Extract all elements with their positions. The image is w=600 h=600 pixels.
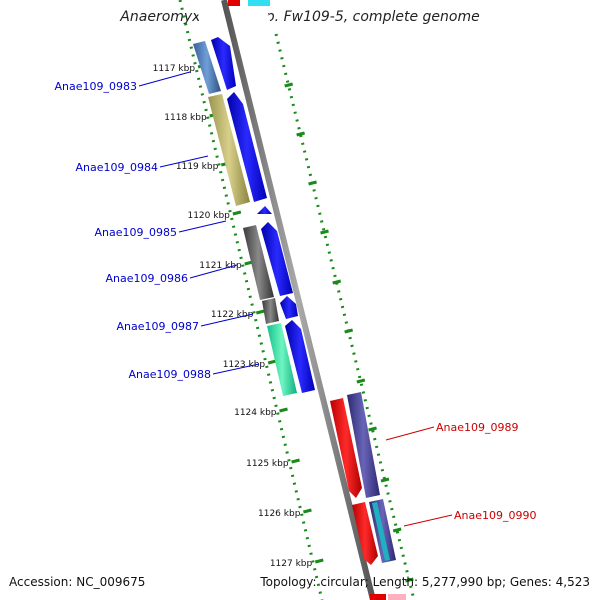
scale-major-tick-outer bbox=[356, 378, 366, 384]
gene-Anae109_0988[interactable] bbox=[267, 323, 297, 396]
gene-label[interactable]: Anae109_0984 bbox=[76, 161, 159, 174]
scale-major-tick-outer bbox=[332, 279, 342, 285]
scale-tick-label: 1125 kbp bbox=[246, 459, 289, 469]
scale-major-tick bbox=[303, 508, 312, 514]
scale-tick-label: 1118 kbp bbox=[164, 113, 207, 123]
gene-label-leader bbox=[385, 426, 435, 441]
gene-features bbox=[193, 37, 396, 565]
gene-Anae109_0989[interactable] bbox=[347, 392, 380, 498]
scale-major-tick-outer bbox=[405, 577, 414, 583]
gene-Anae109_0990-teal[interactable] bbox=[372, 502, 390, 561]
scale-tick-label: 1117 kbp bbox=[153, 64, 196, 74]
gene-label[interactable]: Anae109_0985 bbox=[95, 226, 178, 239]
scale-major-tick-outer bbox=[320, 229, 329, 235]
gene-arrow-forward-5[interactable] bbox=[280, 296, 298, 319]
gene-Anae109_0983[interactable] bbox=[193, 41, 221, 94]
gene-feature-red-top bbox=[228, 0, 240, 6]
gene-arrow-forward-6[interactable] bbox=[285, 320, 315, 393]
gene-arrow-forward-4[interactable] bbox=[261, 222, 293, 296]
gene-label[interactable]: Anae109_0986 bbox=[106, 272, 189, 285]
accession-text: Accession: NC_009675 bbox=[9, 575, 146, 589]
gene-label-leader bbox=[159, 155, 209, 168]
scale-major-tick bbox=[255, 309, 265, 315]
scale-tick-label: 1126 kbp bbox=[258, 509, 301, 519]
scale-ticks: 1117 kbp 1118 kbp 1119 kbp 1120 kbp 1121 kbp… bbox=[153, 0, 416, 600]
gene-arrow-forward-2[interactable] bbox=[227, 92, 267, 202]
scale-major-tick-outer bbox=[308, 180, 317, 186]
gene-feature-pink-bottom bbox=[388, 594, 406, 600]
scale-major-tick bbox=[267, 359, 277, 365]
scale-tick-label: 1123 kbp bbox=[223, 360, 266, 370]
scale-line-inner bbox=[178, 0, 324, 600]
scale-major-tick-outer bbox=[392, 527, 402, 533]
gene-labels: Anae109_0983 Anae109_0984 Anae109_0985 Anae… bbox=[55, 71, 537, 527]
scale-tick-label: 1119 kbp bbox=[176, 162, 219, 172]
gene-label-leader bbox=[178, 220, 227, 233]
gene-label-leader bbox=[212, 363, 260, 375]
gene-label[interactable]: Anae109_0989 bbox=[436, 421, 519, 434]
gene-arrow-forward-1[interactable] bbox=[211, 37, 236, 90]
scale-major-tick-outer bbox=[296, 131, 305, 137]
gene-arrow-forward-3[interactable] bbox=[257, 206, 272, 214]
scale-major-tick bbox=[279, 407, 288, 413]
gene-Anae109_0990-red[interactable] bbox=[352, 502, 378, 565]
scale-tick-label: 1122 kbp bbox=[211, 310, 254, 320]
scale-major-tick-outer bbox=[344, 328, 354, 334]
gene-label-leader bbox=[138, 71, 191, 87]
scale-major-tick bbox=[232, 210, 242, 216]
gene-label[interactable]: Anae109_0990 bbox=[454, 509, 537, 522]
genome-backbone bbox=[221, 0, 376, 600]
scale-tick-label: 1127 kbp bbox=[270, 559, 313, 569]
gene-Anae109_0986-a[interactable] bbox=[243, 225, 274, 300]
gene-feature-red-bottom bbox=[370, 594, 386, 600]
gene-Anae109_0986-b[interactable] bbox=[262, 298, 279, 324]
scale-tick-label: 1121 kbp bbox=[199, 261, 242, 271]
scale-major-tick bbox=[314, 558, 324, 564]
scale-major-tick bbox=[291, 458, 300, 464]
gene-label[interactable]: Anae109_0988 bbox=[129, 368, 212, 381]
gene-label[interactable]: Anae109_0983 bbox=[55, 80, 138, 93]
scale-major-tick-outer bbox=[380, 477, 390, 483]
gene-Anae109_0989-red[interactable] bbox=[330, 398, 362, 498]
gene-label-leader bbox=[189, 264, 238, 279]
gene-label-leader bbox=[200, 313, 254, 327]
scale-major-tick-outer bbox=[284, 82, 294, 88]
gene-feature-cyan-top bbox=[248, 0, 270, 6]
scale-tick-label: 1124 kbp bbox=[234, 408, 277, 418]
scale-tick-label: 1120 kbp bbox=[187, 211, 230, 221]
gene-Anae109_0984[interactable] bbox=[208, 94, 250, 206]
scale-major-tick-outer bbox=[368, 426, 377, 432]
genome-summary-text: Topology: circular; Length: 5,277,990 bp… bbox=[260, 575, 590, 589]
gene-label[interactable]: Anae109_0987 bbox=[117, 320, 200, 333]
gene-label-leader bbox=[403, 514, 453, 527]
scale-line-outer bbox=[274, 33, 416, 600]
